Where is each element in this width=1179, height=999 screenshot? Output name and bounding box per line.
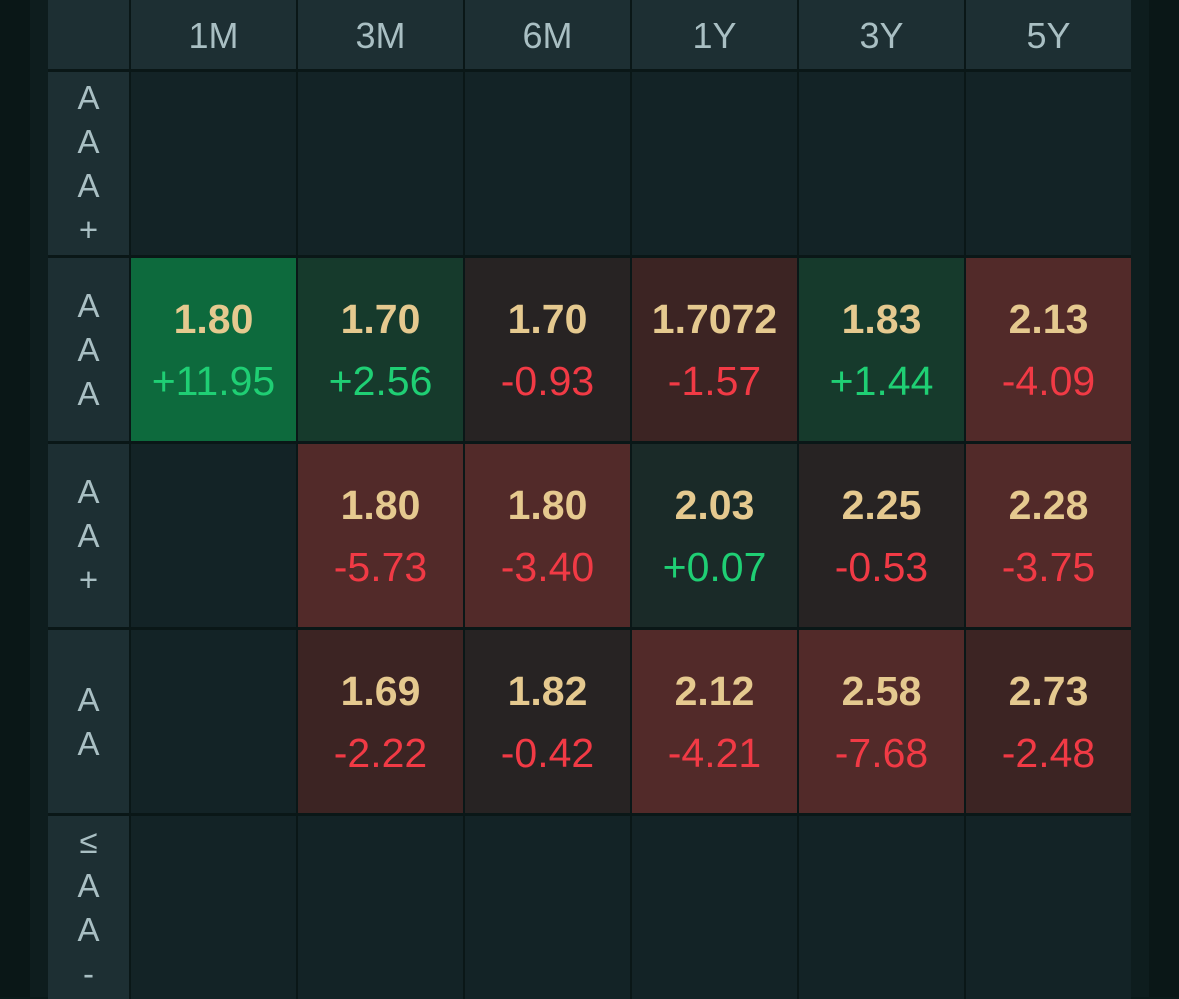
matrix-cell-empty (298, 72, 463, 255)
matrix-cell-empty (632, 816, 797, 999)
row-label-aa: A A (48, 630, 129, 813)
matrix-cell-aaa-6m[interactable]: 1.70 -0.93 (465, 258, 630, 441)
row-label-char: A (77, 286, 100, 324)
matrix-cell-aa-3m[interactable]: 1.69 -2.22 (298, 630, 463, 813)
matrix-cell-empty (131, 444, 296, 627)
row-label-char: A (77, 680, 100, 718)
cell-value: 1.7072 (651, 295, 778, 342)
matrix-cell-empty (465, 816, 630, 999)
right-edge (1149, 0, 1179, 997)
column-header-6m[interactable]: 6M (465, 0, 630, 69)
row-label-char: + (78, 210, 99, 248)
column-header-1m[interactable]: 1M (131, 0, 296, 69)
cell-change: -3.75 (1001, 543, 1096, 590)
corner-cell (48, 0, 129, 69)
row-label-char: A (77, 78, 100, 116)
matrix-cell-aa-plus-3m[interactable]: 1.80 -5.73 (298, 444, 463, 627)
cell-value: 1.69 (340, 667, 421, 714)
matrix-cell-aa-6m[interactable]: 1.82 -0.42 (465, 630, 630, 813)
cell-change: -1.57 (667, 357, 762, 404)
matrix-cell-empty (799, 72, 964, 255)
row-label-char: A (77, 472, 100, 510)
row-label-char: ≤ (79, 822, 98, 860)
matrix-cell-empty (966, 72, 1131, 255)
row-label-char: A (77, 122, 100, 160)
column-header-5y[interactable]: 5Y (966, 0, 1131, 69)
cell-value: 2.28 (1008, 481, 1089, 528)
row-label-char: A (77, 910, 100, 948)
row-label-aaa-plus: A A A + (48, 72, 129, 255)
column-header-1y[interactable]: 1Y (632, 0, 797, 69)
cell-change: -4.09 (1001, 357, 1096, 404)
cell-change: -0.42 (500, 729, 595, 776)
matrix-cell-aa-plus-1y[interactable]: 2.03 +0.07 (632, 444, 797, 627)
row-label-char: A (77, 166, 100, 204)
matrix-cell-aa-5y[interactable]: 2.73 -2.48 (966, 630, 1131, 813)
cell-change: +11.95 (151, 357, 276, 404)
cell-value: 2.73 (1008, 667, 1089, 714)
column-header-3m[interactable]: 3M (298, 0, 463, 69)
cell-change: +1.44 (829, 357, 934, 404)
row-label-aa-plus: A A + (48, 444, 129, 627)
row-label-char: A (77, 866, 100, 904)
row-label-char: A (77, 374, 100, 412)
row-label-aaa: A A A (48, 258, 129, 441)
cell-change: -2.48 (1001, 729, 1096, 776)
matrix-cell-empty (131, 816, 296, 999)
matrix-cell-aa-plus-6m[interactable]: 1.80 -3.40 (465, 444, 630, 627)
row-label-char: A (77, 724, 100, 762)
cell-change: -0.93 (500, 357, 595, 404)
cell-change: -4.21 (667, 729, 762, 776)
cell-value: 1.70 (507, 295, 588, 342)
cell-change: +0.07 (662, 543, 767, 590)
cell-value: 2.12 (674, 667, 755, 714)
matrix-cell-aa-3y[interactable]: 2.58 -7.68 (799, 630, 964, 813)
cell-change: -5.73 (333, 543, 428, 590)
matrix-cell-aaa-3y[interactable]: 1.83 +1.44 (799, 258, 964, 441)
cell-change: -2.22 (333, 729, 428, 776)
cell-value: 1.70 (340, 295, 421, 342)
matrix-cell-aaa-1y[interactable]: 1.7072 -1.57 (632, 258, 797, 441)
row-label-char: A (77, 330, 100, 368)
matrix-cell-empty (632, 72, 797, 255)
cell-value: 2.13 (1008, 295, 1089, 342)
row-label-char: + (78, 560, 99, 598)
cell-change: -0.53 (834, 543, 929, 590)
cell-value: 2.25 (841, 481, 922, 528)
matrix-cell-empty (298, 816, 463, 999)
row-label-char: A (77, 516, 100, 554)
matrix-cell-empty (799, 816, 964, 999)
left-edge (0, 0, 30, 997)
matrix-cell-aaa-1m[interactable]: 1.80 +11.95 (131, 258, 296, 441)
matrix-cell-empty (131, 630, 296, 813)
cell-change: -7.68 (834, 729, 929, 776)
row-label-char: - (83, 954, 94, 992)
cell-value: 2.58 (841, 667, 922, 714)
cell-value: 2.03 (674, 481, 755, 528)
cell-change: -3.40 (500, 543, 595, 590)
matrix-cell-aa-plus-3y[interactable]: 2.25 -0.53 (799, 444, 964, 627)
matrix-cell-aa-1y[interactable]: 2.12 -4.21 (632, 630, 797, 813)
cell-change: +2.56 (328, 357, 433, 404)
cell-value: 1.82 (507, 667, 588, 714)
column-header-3y[interactable]: 3Y (799, 0, 964, 69)
matrix-cell-aaa-5y[interactable]: 2.13 -4.09 (966, 258, 1131, 441)
matrix-cell-empty (465, 72, 630, 255)
yield-matrix: 1M 3M 6M 1Y 3Y 5Y A A A + A A A 1.80 +11… (48, 0, 1131, 999)
matrix-cell-empty (966, 816, 1131, 999)
cell-value: 1.80 (173, 295, 254, 342)
cell-value: 1.83 (841, 295, 922, 342)
cell-value: 1.80 (507, 481, 588, 528)
cell-value: 1.80 (340, 481, 421, 528)
row-label-aa-minus-or-below: ≤ A A - (48, 816, 129, 999)
matrix-cell-empty (131, 72, 296, 255)
matrix-cell-aaa-3m[interactable]: 1.70 +2.56 (298, 258, 463, 441)
matrix-cell-aa-plus-5y[interactable]: 2.28 -3.75 (966, 444, 1131, 627)
